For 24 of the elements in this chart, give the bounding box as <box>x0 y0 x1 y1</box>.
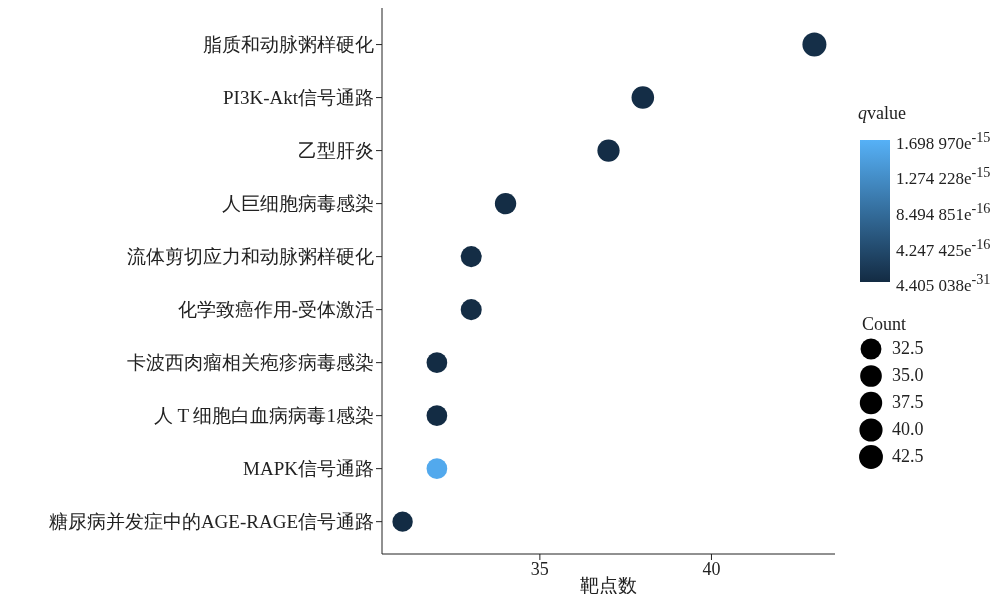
color-bar-title: qvalue <box>858 103 907 124</box>
color-bar-label: 8.494 851e$^{-16}$ <box>896 199 991 225</box>
color-bar-label: 1.698 970e$^{-15}$ <box>896 129 991 154</box>
legend-label: 37.5 <box>892 392 924 413</box>
y-tick-label: 糖尿病并发症中的AGE-RAGE信号通路 <box>48 511 374 533</box>
y-tick-label: 人 T 细胞白血病病毒1感染 <box>153 405 374 427</box>
legend-label: 35.0 <box>892 365 924 386</box>
color-bar-label: 4.405 038e$^{-31}$ <box>896 271 991 296</box>
legend-title: Count <box>862 314 907 335</box>
legend-label: 40.0 <box>892 419 924 440</box>
y-tick-label: 人巨细胞病毒感染 <box>222 193 374 215</box>
y-tick-label: 乙型肝炎 <box>298 140 374 162</box>
y-tick-label: PI3K-Akt信号通路 <box>223 87 374 109</box>
color-bar-label: 1.274 228e$^{-15}$ <box>896 164 991 190</box>
color-bar-label: 4.247 425e$^{-16}$ <box>896 235 991 261</box>
legend-label: 42.5 <box>892 446 924 467</box>
y-tick-label: MAPK信号通路 <box>243 458 374 480</box>
x-tick-label: 40 <box>702 558 721 579</box>
x-tick-label: 35 <box>530 558 549 579</box>
y-tick-label: 流体剪切应力和动脉粥样硬化 <box>127 246 374 268</box>
y-tick-label: 化学致癌作用-受体激活 <box>177 299 374 321</box>
legend-label: 32.5 <box>892 338 924 359</box>
y-tick-label: 卡波西肉瘤相关疱疹病毒感染 <box>127 352 374 374</box>
y-tick-label: 脂质和动脉粥样硬化 <box>203 34 374 56</box>
